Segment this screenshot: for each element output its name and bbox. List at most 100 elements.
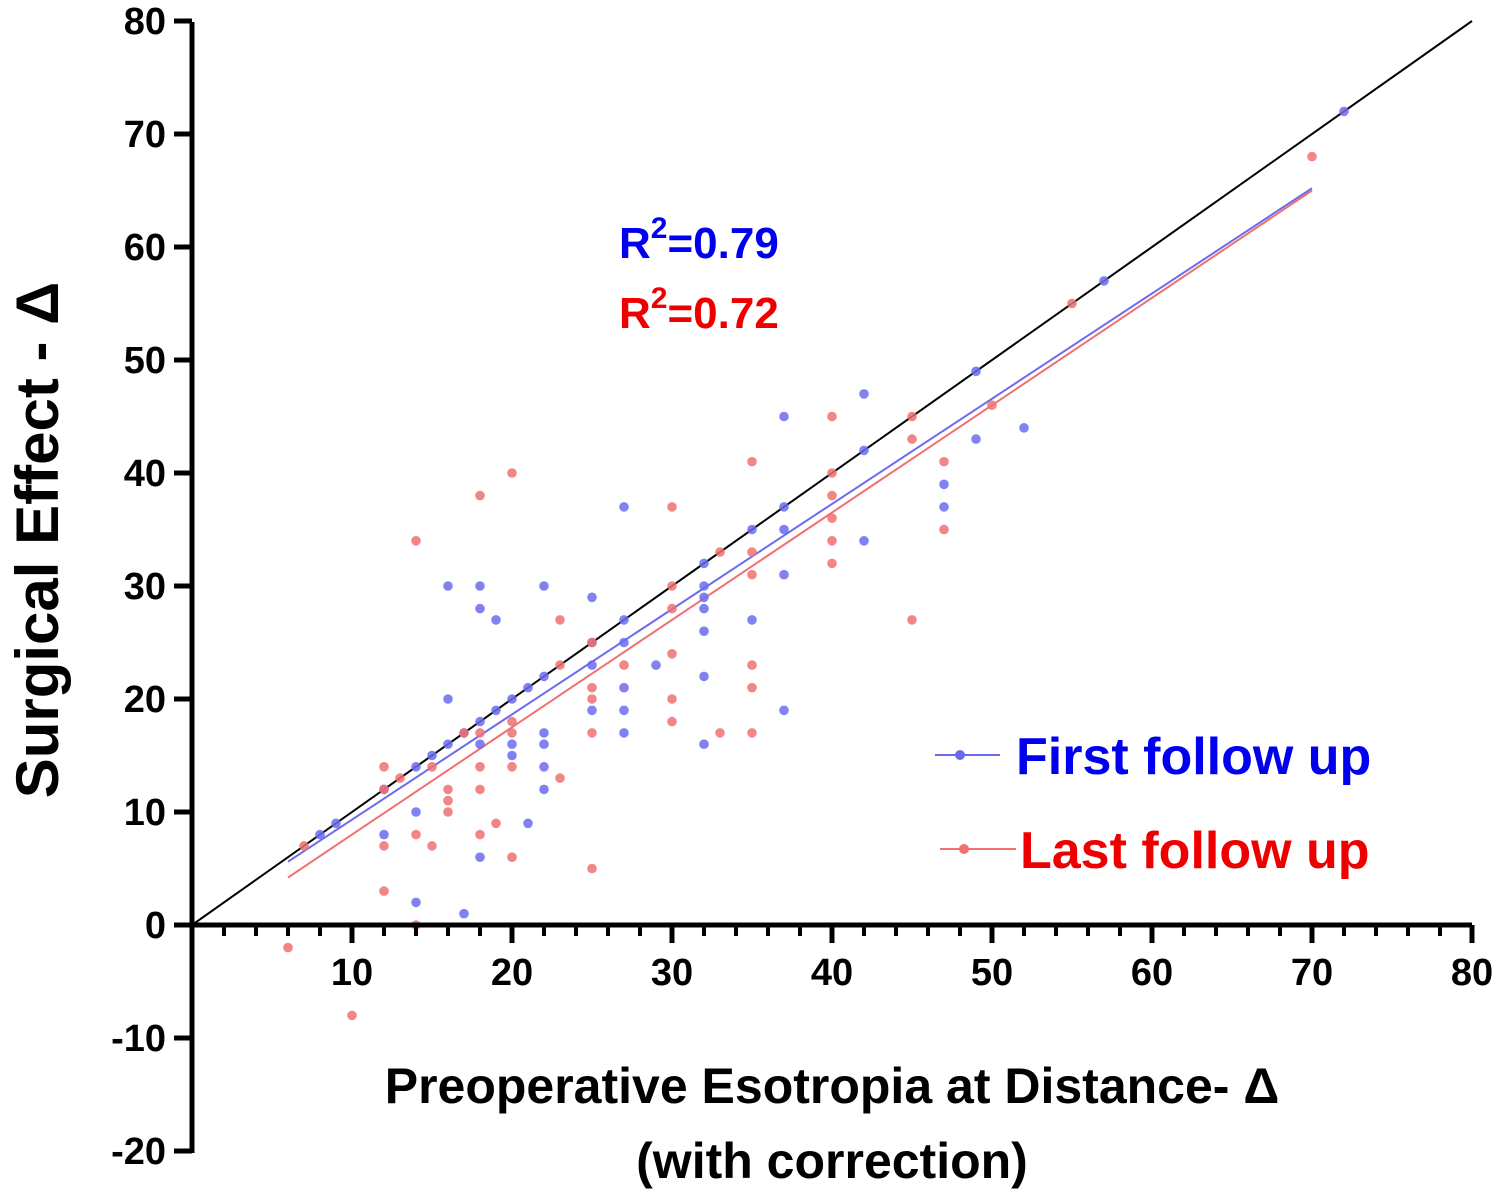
last-follow-up-point [587,694,597,704]
last-follow-up-point [475,762,485,772]
first-follow-up-point [523,818,533,829]
last-follow-up-point [555,773,565,783]
first-follow-up-point [587,592,597,603]
last-follow-up-point [555,660,565,670]
fit-line-last [287,189,1313,879]
first-follow-up-point [443,739,453,749]
first-follow-up-point [779,569,789,580]
first-follow-up-point [475,852,485,862]
first-follow-up-point [747,615,757,625]
last-follow-up-point [507,852,517,862]
first-follow-up-point [315,829,325,840]
last-follow-up-point [827,558,837,569]
first-follow-up-point [699,603,709,614]
last-follow-up-point [1307,151,1317,162]
last-follow-up-point [507,468,517,478]
last-follow-up-point [667,694,677,704]
last-follow-up-point [747,660,757,670]
last-follow-up-point [379,762,389,772]
last-follow-up-point [667,581,677,591]
last-follow-up-point [507,762,517,772]
first-follow-up-point [699,739,709,749]
last-follow-up-point [939,524,949,535]
axis-ticks: 10 20 30 40 50 60 70 80 -20 -10 0 10 20 30 40 50 60 70 80 [111,1,1493,1173]
x-tick-label: 10 [331,952,373,994]
last-follow-up-point [587,637,597,648]
last-follow-up-point [299,841,309,851]
y-axis-title: Surgical Effect - Δ [4,282,71,799]
first-follow-up-point [491,615,501,625]
first-follow-up-point [699,592,709,603]
last-follow-up-point [1067,298,1077,309]
last-follow-up-point [667,603,677,614]
first-follow-up-point [699,671,709,682]
y-tick-label: 20 [124,679,166,721]
first-follow-up-point [699,581,709,591]
x-tick-label: 60 [1131,952,1173,994]
first-follow-up-point [779,502,789,512]
last-follow-up-point [715,728,725,738]
first-follow-up-point [619,728,629,738]
y-tick-label: 80 [124,1,166,43]
last-follow-up-point [443,784,453,795]
first-follow-up-point [859,445,869,456]
y-tick-label: -10 [111,1018,166,1060]
first-follow-up-point [971,366,981,377]
last-follow-up-point [987,400,997,411]
first-follow-up-point [507,694,517,704]
first-follow-up-point [939,479,949,490]
first-follow-up-point [443,694,453,704]
first-follow-up-point [699,558,709,569]
last-follow-up-point [747,547,757,557]
last-follow-up-point [907,434,917,444]
last-follow-up-point [619,660,629,670]
x-axis-title: Preoperative Esotropia at Distance- Δ [385,1058,1280,1114]
last-follow-up-point [555,615,565,625]
r2-annotation-first: R2=0.79 [619,212,779,268]
y-tick-label: 30 [124,566,166,608]
last-follow-up-point [939,456,949,467]
x-axis-subtitle: (with correction) [636,1133,1028,1189]
last-follow-up-point [459,728,469,738]
last-follow-up-point [443,795,453,806]
y-tick-label: 10 [124,792,166,834]
y-tick-label: -20 [111,1131,166,1173]
last-follow-up-point [507,716,517,727]
first-follow-up-point [475,739,485,749]
first-follow-up-point [651,660,661,670]
last-follow-up-point [715,547,725,557]
last-follow-up-point [475,728,485,738]
y-tick-label: 0 [145,905,166,947]
last-follow-up-point [827,490,837,501]
last-follow-up-point [667,502,677,512]
first-follow-up-point [539,581,549,591]
last-follow-up-point [507,728,517,738]
last-follow-up-point [907,615,917,625]
y-tick-label: 60 [124,227,166,269]
legend-label-last: Last follow up [1020,822,1370,880]
first-follow-up-point [523,682,533,693]
legend: First follow up Last follow up [935,728,1371,880]
x-tick-label: 70 [1291,952,1333,994]
last-follow-up-point [587,728,597,738]
first-follow-up-point [443,581,453,591]
last-follow-up-point [379,886,389,896]
first-follow-up-point [411,897,421,908]
first-follow-up-point [379,829,389,840]
fit-line-first [287,187,1313,863]
last-follow-up-point [827,411,837,422]
last-follow-up-point [827,536,837,546]
first-follow-up-point [539,762,549,772]
last-follow-up-point [411,536,421,546]
first-follow-up-point [475,716,485,727]
first-follow-up-point [507,750,517,761]
last-follow-up-point [427,762,437,772]
first-follow-up-point [1019,423,1029,433]
first-follow-up-point [859,389,869,399]
last-follow-up-point [379,784,389,795]
first-follow-up-point [619,682,629,693]
first-follow-up-point [539,784,549,795]
first-follow-up-point [411,762,421,772]
last-follow-up-point [747,728,757,738]
last-follow-up-point [907,411,917,422]
